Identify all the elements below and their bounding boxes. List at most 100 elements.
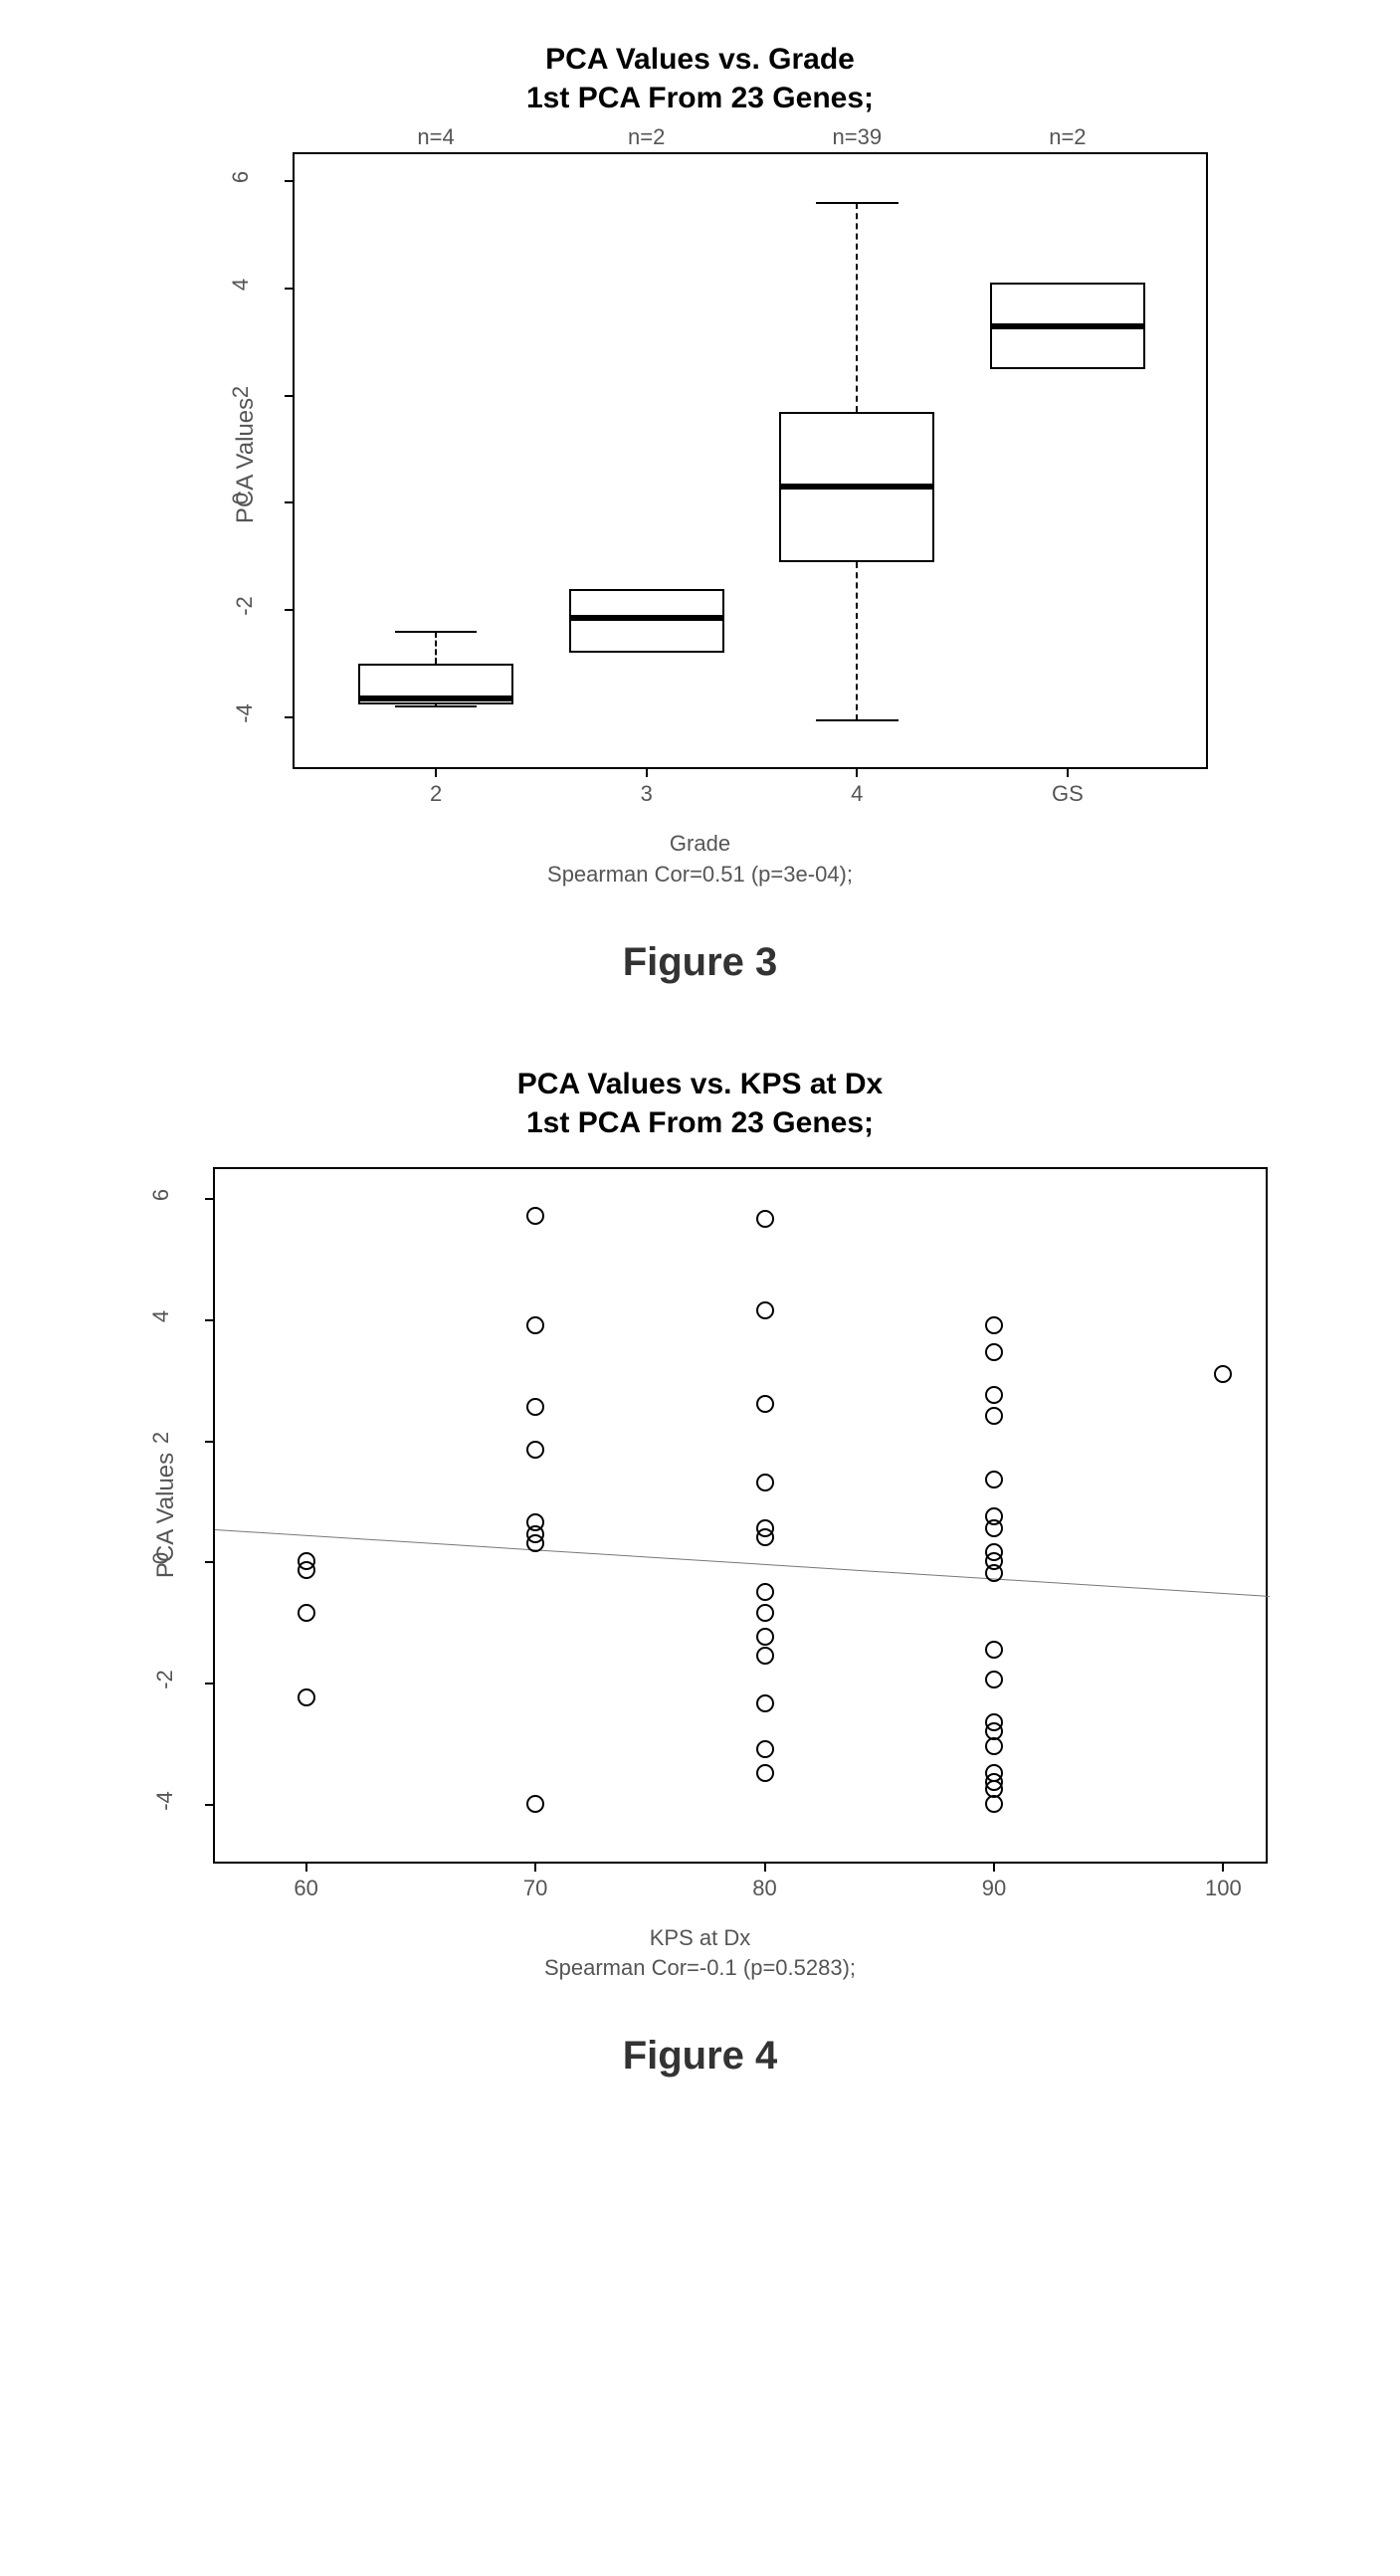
figure-4-title: PCA Values vs. KPS at Dx 1st PCA From 23… <box>74 1065 1327 1142</box>
whisker-cap-upper <box>816 202 899 204</box>
box-median <box>569 615 724 621</box>
n-label: n=4 <box>417 124 454 150</box>
y-tick-label: -2 <box>231 596 257 616</box>
figure-3-plot-box: -4-202462n=43n=24n=39GSn=2 <box>293 152 1208 769</box>
y-tick-mark <box>205 1683 215 1684</box>
figure-4-chart: PCA Values vs. KPS at Dx 1st PCA From 23… <box>74 1065 1327 2080</box>
scatter-point <box>298 1561 315 1579</box>
whisker-cap-upper <box>395 631 478 633</box>
figure-3-plot-region: PCA Values -4-202462n=43n=24n=39GSn=2 <box>293 152 1248 769</box>
y-tick-label: -4 <box>151 1791 177 1811</box>
scatter-point <box>1214 1365 1232 1383</box>
box-median <box>990 323 1145 329</box>
x-tick-label: 3 <box>641 781 653 807</box>
n-label: n=2 <box>1049 124 1086 150</box>
figure-3-title-line2: 1st PCA From 23 Genes; <box>153 79 1248 117</box>
figure-3-title: PCA Values vs. Grade 1st PCA From 23 Gen… <box>153 40 1248 117</box>
whisker-lower <box>856 562 858 720</box>
whisker-cap-lower <box>816 719 899 721</box>
figure-4-container: PCA Values vs. KPS at Dx 1st PCA From 23… <box>40 1065 1360 2080</box>
scatter-point <box>756 1604 774 1622</box>
scatter-point <box>756 1583 774 1601</box>
y-tick-mark <box>285 716 295 718</box>
figure-3-caption: Figure 3 <box>153 940 1248 985</box>
scatter-point <box>985 1671 1003 1688</box>
y-tick-label: 4 <box>228 279 254 291</box>
scatter-point <box>756 1395 774 1413</box>
x-tick-mark <box>993 1862 995 1872</box>
scatter-point <box>526 1207 544 1225</box>
y-tick-mark <box>285 288 295 290</box>
scatter-point <box>526 1398 544 1416</box>
x-tick-mark <box>305 1862 307 1872</box>
figure-4-title-line1: PCA Values vs. KPS at Dx <box>74 1065 1327 1103</box>
scatter-point <box>985 1316 1003 1334</box>
y-tick-mark <box>205 1441 215 1443</box>
scatter-point <box>756 1528 774 1546</box>
x-tick-label: 60 <box>294 1876 317 1901</box>
y-tick-label: 6 <box>228 171 254 183</box>
figure-4-xlabel: KPS at Dx Spearman Cor=-0.1 (p=0.5283); <box>74 1923 1327 1985</box>
scatter-point <box>985 1795 1003 1813</box>
scatter-point <box>985 1641 1003 1659</box>
y-tick-label: 4 <box>148 1310 174 1322</box>
scatter-point <box>985 1386 1003 1404</box>
scatter-point <box>526 1795 544 1813</box>
figure-3-chart: PCA Values vs. Grade 1st PCA From 23 Gen… <box>153 40 1248 985</box>
x-tick-mark <box>764 1862 766 1872</box>
figure-3-xlabel-line2: Spearman Cor=0.51 (p=3e-04); <box>153 860 1248 891</box>
y-tick-label: 2 <box>148 1431 174 1443</box>
x-tick-label: GS <box>1052 781 1084 807</box>
y-tick-label: 6 <box>148 1189 174 1201</box>
figure-3-ylabel: PCA Values <box>232 398 260 523</box>
scatter-point <box>985 1407 1003 1425</box>
y-tick-mark <box>205 1198 215 1200</box>
scatter-point <box>298 1688 315 1706</box>
x-tick-mark <box>1222 1862 1224 1872</box>
y-tick-mark <box>285 501 295 503</box>
scatter-point <box>756 1740 774 1758</box>
y-tick-mark <box>205 1319 215 1321</box>
y-tick-label: 2 <box>228 385 254 397</box>
n-label: n=39 <box>833 124 883 150</box>
scatter-point <box>298 1604 315 1622</box>
x-tick-mark <box>1067 767 1069 777</box>
y-tick-label: 0 <box>228 493 254 504</box>
scatter-point <box>756 1764 774 1782</box>
scatter-point <box>985 1519 1003 1537</box>
y-tick-label: 0 <box>148 1552 174 1564</box>
figure-4-plot-region: PCA Values -4-2024660708090100 <box>213 1167 1327 1864</box>
scatter-point <box>985 1471 1003 1488</box>
scatter-point <box>756 1474 774 1491</box>
figure-4-plot-box: -4-2024660708090100 <box>213 1167 1268 1864</box>
x-tick-label: 70 <box>523 1876 547 1901</box>
figure-4-xlabel-line1: KPS at Dx <box>74 1923 1327 1954</box>
figure-3-xlabel: Grade Spearman Cor=0.51 (p=3e-04); <box>153 829 1248 891</box>
x-tick-label: 100 <box>1205 1876 1242 1901</box>
figure-3-title-line1: PCA Values vs. Grade <box>153 40 1248 79</box>
box-median <box>358 695 513 701</box>
y-tick-mark <box>285 609 295 611</box>
figure-4-title-line2: 1st PCA From 23 Genes; <box>74 1103 1327 1142</box>
figure-4-xlabel-line2: Spearman Cor=-0.1 (p=0.5283); <box>74 1953 1327 1984</box>
x-tick-mark <box>534 1862 536 1872</box>
whisker-cap-lower <box>395 705 478 707</box>
scatter-point <box>985 1737 1003 1755</box>
y-tick-mark <box>285 180 295 182</box>
box-median <box>779 484 934 490</box>
scatter-point <box>756 1694 774 1712</box>
x-tick-label: 4 <box>851 781 863 807</box>
scatter-point <box>756 1647 774 1665</box>
scatter-point <box>756 1301 774 1319</box>
x-tick-mark <box>646 767 648 777</box>
x-tick-label: 80 <box>752 1876 776 1901</box>
x-tick-label: 90 <box>982 1876 1006 1901</box>
y-tick-label: -4 <box>231 703 257 723</box>
scatter-point <box>526 1316 544 1334</box>
scatter-point <box>985 1564 1003 1582</box>
regression-line <box>214 1529 1269 1597</box>
whisker-upper <box>435 632 437 664</box>
scatter-point <box>985 1343 1003 1361</box>
scatter-point <box>756 1628 774 1646</box>
figure-4-caption: Figure 4 <box>74 2034 1327 2079</box>
